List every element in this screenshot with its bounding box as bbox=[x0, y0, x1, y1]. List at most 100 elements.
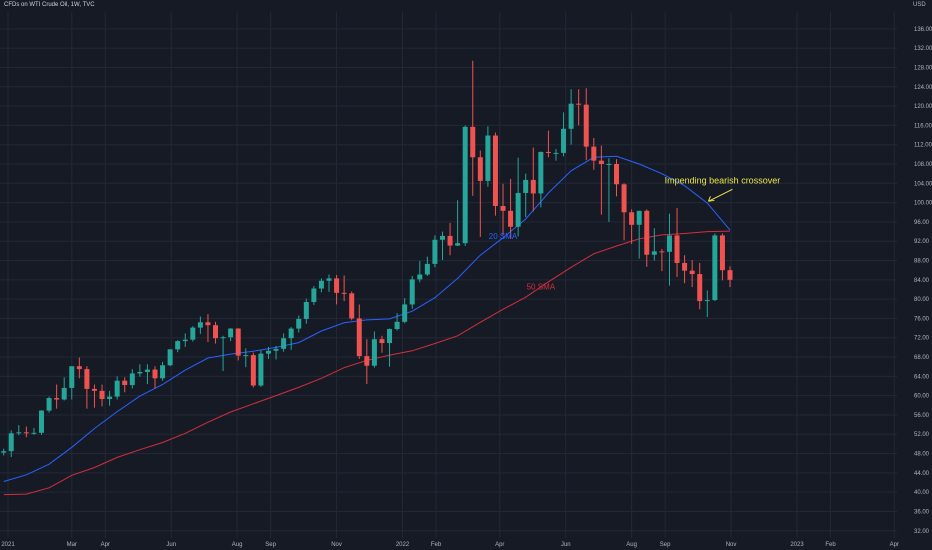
candle-body bbox=[409, 279, 415, 305]
candle bbox=[727, 266, 733, 288]
candle bbox=[492, 132, 498, 216]
candle-body bbox=[152, 369, 158, 379]
candle bbox=[76, 357, 82, 379]
candle-body bbox=[379, 339, 385, 344]
time-axis[interactable]: 2021 Mar Apr Jun Aug Sep Nov 2022 Feb Apr Jun Aug Se… bbox=[1, 542, 899, 548]
candle bbox=[46, 396, 52, 413]
candle bbox=[99, 384, 105, 407]
candle-body bbox=[508, 210, 514, 227]
candle-body bbox=[432, 239, 438, 264]
candle-body bbox=[500, 205, 506, 211]
price-tick-label: 80.00 bbox=[914, 297, 930, 303]
time-tick-label: 2021 bbox=[1, 542, 15, 548]
time-tick-label: Apr bbox=[495, 542, 504, 548]
candle bbox=[659, 248, 665, 272]
candle bbox=[8, 430, 14, 457]
candle-body bbox=[636, 210, 642, 225]
candle bbox=[576, 89, 582, 126]
candle bbox=[182, 333, 188, 347]
candle bbox=[591, 137, 597, 170]
candle bbox=[485, 126, 491, 187]
candle-body bbox=[311, 288, 317, 303]
price-tick-label: 104.00 bbox=[914, 181, 932, 187]
time-tick-label: 2023 bbox=[790, 542, 804, 548]
candle bbox=[545, 130, 551, 158]
candle bbox=[515, 157, 521, 237]
price-tick-label: 68.00 bbox=[914, 355, 930, 361]
price-tick-label: 84.00 bbox=[914, 278, 930, 284]
candle-body bbox=[606, 164, 612, 166]
candle bbox=[719, 233, 725, 281]
candle-body bbox=[530, 179, 536, 194]
candle-body bbox=[545, 151, 551, 153]
candle-body bbox=[356, 318, 362, 357]
candle-body bbox=[91, 388, 97, 391]
candle bbox=[379, 335, 385, 353]
candle bbox=[228, 328, 234, 342]
annotations: Impending bearish crossover 20 SMA 50 SMA bbox=[489, 175, 780, 291]
candle bbox=[69, 366, 75, 400]
time-tick-label: Nov bbox=[726, 542, 737, 548]
candle-body bbox=[190, 327, 196, 340]
price-tick-label: 120.00 bbox=[914, 104, 932, 110]
candle bbox=[213, 321, 219, 344]
candle-body bbox=[561, 128, 567, 153]
candle-body bbox=[492, 135, 498, 206]
candle-body bbox=[402, 304, 408, 322]
candle-body bbox=[296, 318, 302, 329]
candle-body bbox=[197, 322, 203, 328]
candle-body bbox=[175, 341, 181, 350]
candle-body bbox=[470, 126, 476, 158]
candle bbox=[1, 448, 7, 456]
candle bbox=[250, 352, 256, 388]
candle-body bbox=[16, 432, 22, 434]
candle-body bbox=[107, 396, 113, 400]
candle bbox=[326, 274, 332, 292]
candle bbox=[636, 210, 642, 259]
candle bbox=[651, 228, 657, 261]
price-tick-label: 56.00 bbox=[914, 413, 930, 419]
candle bbox=[205, 314, 211, 343]
candle-body bbox=[205, 322, 211, 326]
price-axis[interactable]: 32.00 36.00 40.00 44.00 48.00 52.00 56.00 60.00… bbox=[914, 27, 932, 535]
candle bbox=[349, 291, 355, 321]
candle bbox=[273, 345, 279, 360]
candle bbox=[243, 348, 249, 368]
candle bbox=[356, 304, 362, 359]
candle bbox=[107, 390, 113, 406]
candle-body bbox=[674, 235, 680, 263]
candle-body bbox=[1, 451, 7, 453]
candle bbox=[409, 275, 415, 309]
candle bbox=[84, 366, 90, 409]
price-tick-label: 32.00 bbox=[914, 529, 930, 535]
candle bbox=[144, 364, 150, 385]
candle-body bbox=[122, 380, 128, 386]
candle-body bbox=[523, 179, 529, 193]
price-tick-label: 88.00 bbox=[914, 259, 930, 265]
candle bbox=[364, 339, 370, 385]
candle bbox=[682, 255, 688, 284]
candle bbox=[122, 377, 128, 393]
candle bbox=[447, 222, 453, 256]
candle bbox=[61, 377, 67, 401]
candle-body bbox=[137, 371, 143, 374]
candle bbox=[235, 328, 241, 361]
candle bbox=[553, 149, 559, 161]
candle bbox=[424, 256, 430, 276]
candle bbox=[175, 340, 181, 353]
price-tick-label: 76.00 bbox=[914, 316, 930, 322]
candle-body bbox=[341, 292, 347, 294]
candle bbox=[712, 233, 718, 302]
candle bbox=[523, 173, 529, 218]
time-tick-label: Jun bbox=[166, 542, 176, 548]
candle-body bbox=[61, 387, 67, 400]
candle-body bbox=[644, 210, 650, 255]
price-tick-label: 60.00 bbox=[914, 394, 930, 400]
price-tick-label: 136.00 bbox=[914, 27, 932, 33]
candle-body bbox=[591, 146, 597, 161]
price-tick-label: 108.00 bbox=[914, 162, 932, 168]
candle bbox=[167, 349, 173, 367]
candle bbox=[318, 278, 324, 293]
candle bbox=[704, 290, 710, 317]
